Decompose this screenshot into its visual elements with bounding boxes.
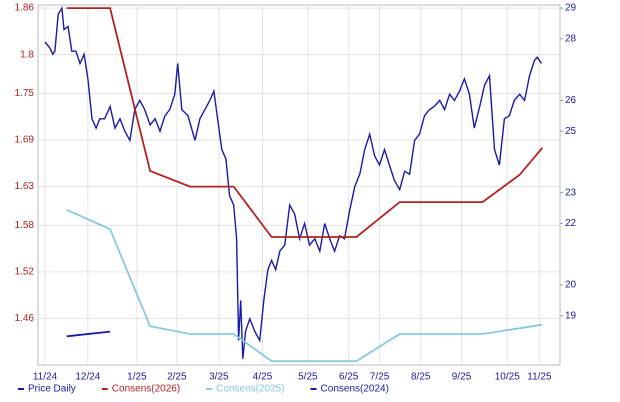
legend-label: Price Daily (28, 384, 76, 395)
x-tick-label: 1/25 (127, 372, 147, 383)
legend-label: Consens(2025) (216, 384, 284, 395)
series-line (66, 208, 543, 362)
y-tick-label: 1.52 (15, 267, 35, 278)
y2-tick-label: 25 (565, 126, 577, 137)
y-tick-label: 1.46 (15, 313, 35, 324)
series-line (66, 330, 111, 338)
x-tick-label: 5/25 (298, 372, 318, 383)
y2-tick-label: 22 (565, 218, 577, 229)
x-tick-label: 2/25 (167, 372, 187, 383)
x-tick-label: 8/25 (411, 372, 431, 383)
x-tick-label: 9/25 (452, 372, 472, 383)
y-tick-label: 1.63 (15, 181, 35, 192)
y2-tick-label: 20 (565, 280, 577, 291)
x-tick-label: 4/25 (253, 372, 273, 383)
x-tick-label: 6/25 (339, 372, 359, 383)
plot-frame (37, 4, 561, 366)
series-line (44, 5, 543, 359)
x-tick-label: 7/25 (370, 372, 390, 383)
y-tick-label: 1.8 (20, 49, 34, 60)
x-tick-label: 3/25 (209, 372, 229, 383)
y-tick-label: 1.58 (15, 220, 35, 231)
y2-tick-label: 26 (565, 95, 577, 106)
y2-tick-label: 29 (565, 3, 577, 14)
x-tick-label: 11/24 (33, 372, 58, 383)
y2-tick-label: 28 (565, 33, 577, 44)
y-tick-label: 1.69 (15, 135, 35, 146)
series-line (66, 7, 543, 238)
legend-label: Consens(2026) (112, 384, 180, 395)
legend-label: Consens(2024) (321, 384, 389, 395)
x-tick-label: 12/24 (75, 372, 100, 383)
x-tick-label: 11/25 (527, 372, 552, 383)
y2-tick-label: 23 (565, 187, 577, 198)
y-tick-label: 1.86 (15, 3, 35, 14)
x-tick-label: 10/25 (495, 372, 520, 383)
y-tick-label: 1.75 (15, 88, 35, 99)
y2-tick-label: 19 (565, 310, 577, 321)
